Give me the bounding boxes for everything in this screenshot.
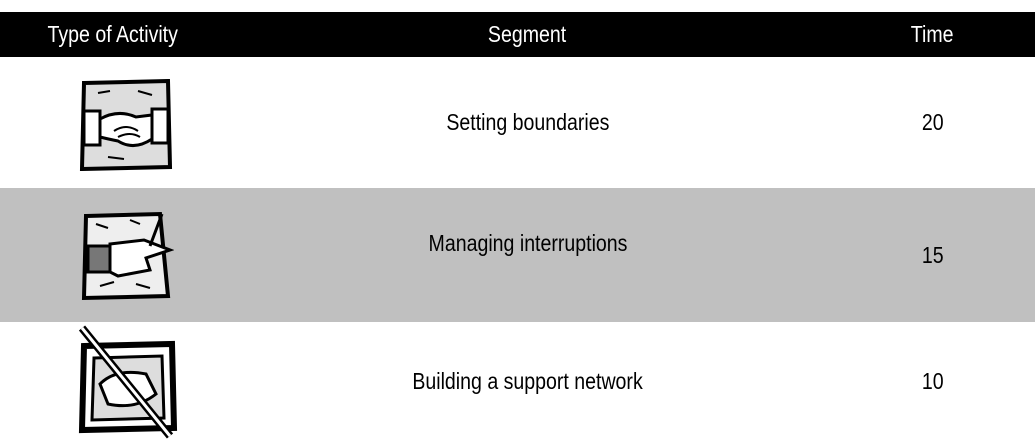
header-cell: Segment bbox=[225, 12, 830, 57]
table-row: Setting boundaries 20 bbox=[0, 57, 1035, 188]
time-text: 20 bbox=[921, 109, 944, 135]
header-text: Time bbox=[911, 21, 954, 47]
table-header: Type of Activity Segment Time bbox=[0, 12, 1035, 57]
header-cell: Type of Activity bbox=[0, 12, 225, 57]
time-cell: 15 bbox=[830, 188, 1035, 322]
header-cell: Time bbox=[830, 12, 1035, 57]
header-text: Segment bbox=[488, 21, 567, 47]
stop-hand-icon bbox=[81, 211, 174, 301]
time-text: 15 bbox=[921, 241, 944, 268]
segment-cell: Setting boundaries bbox=[225, 57, 830, 188]
time-text: 10 bbox=[921, 367, 944, 394]
segment-text: Managing interruptions bbox=[428, 229, 627, 256]
segment-cell: Building a support network bbox=[225, 322, 830, 440]
handshake-icon bbox=[79, 79, 173, 171]
pen-icon bbox=[78, 325, 178, 439]
table-row: Managing interruptions 15 bbox=[0, 188, 1035, 322]
header-text: Type of Activity bbox=[47, 21, 178, 47]
time-cell: 20 bbox=[830, 57, 1035, 188]
table-row: Building a support network 10 bbox=[0, 322, 1035, 440]
time-cell: 10 bbox=[830, 322, 1035, 440]
segment-text: Building a support network bbox=[412, 367, 643, 394]
segment-cell: Managing interruptions bbox=[225, 188, 830, 298]
segment-text: Setting boundaries bbox=[445, 109, 610, 135]
